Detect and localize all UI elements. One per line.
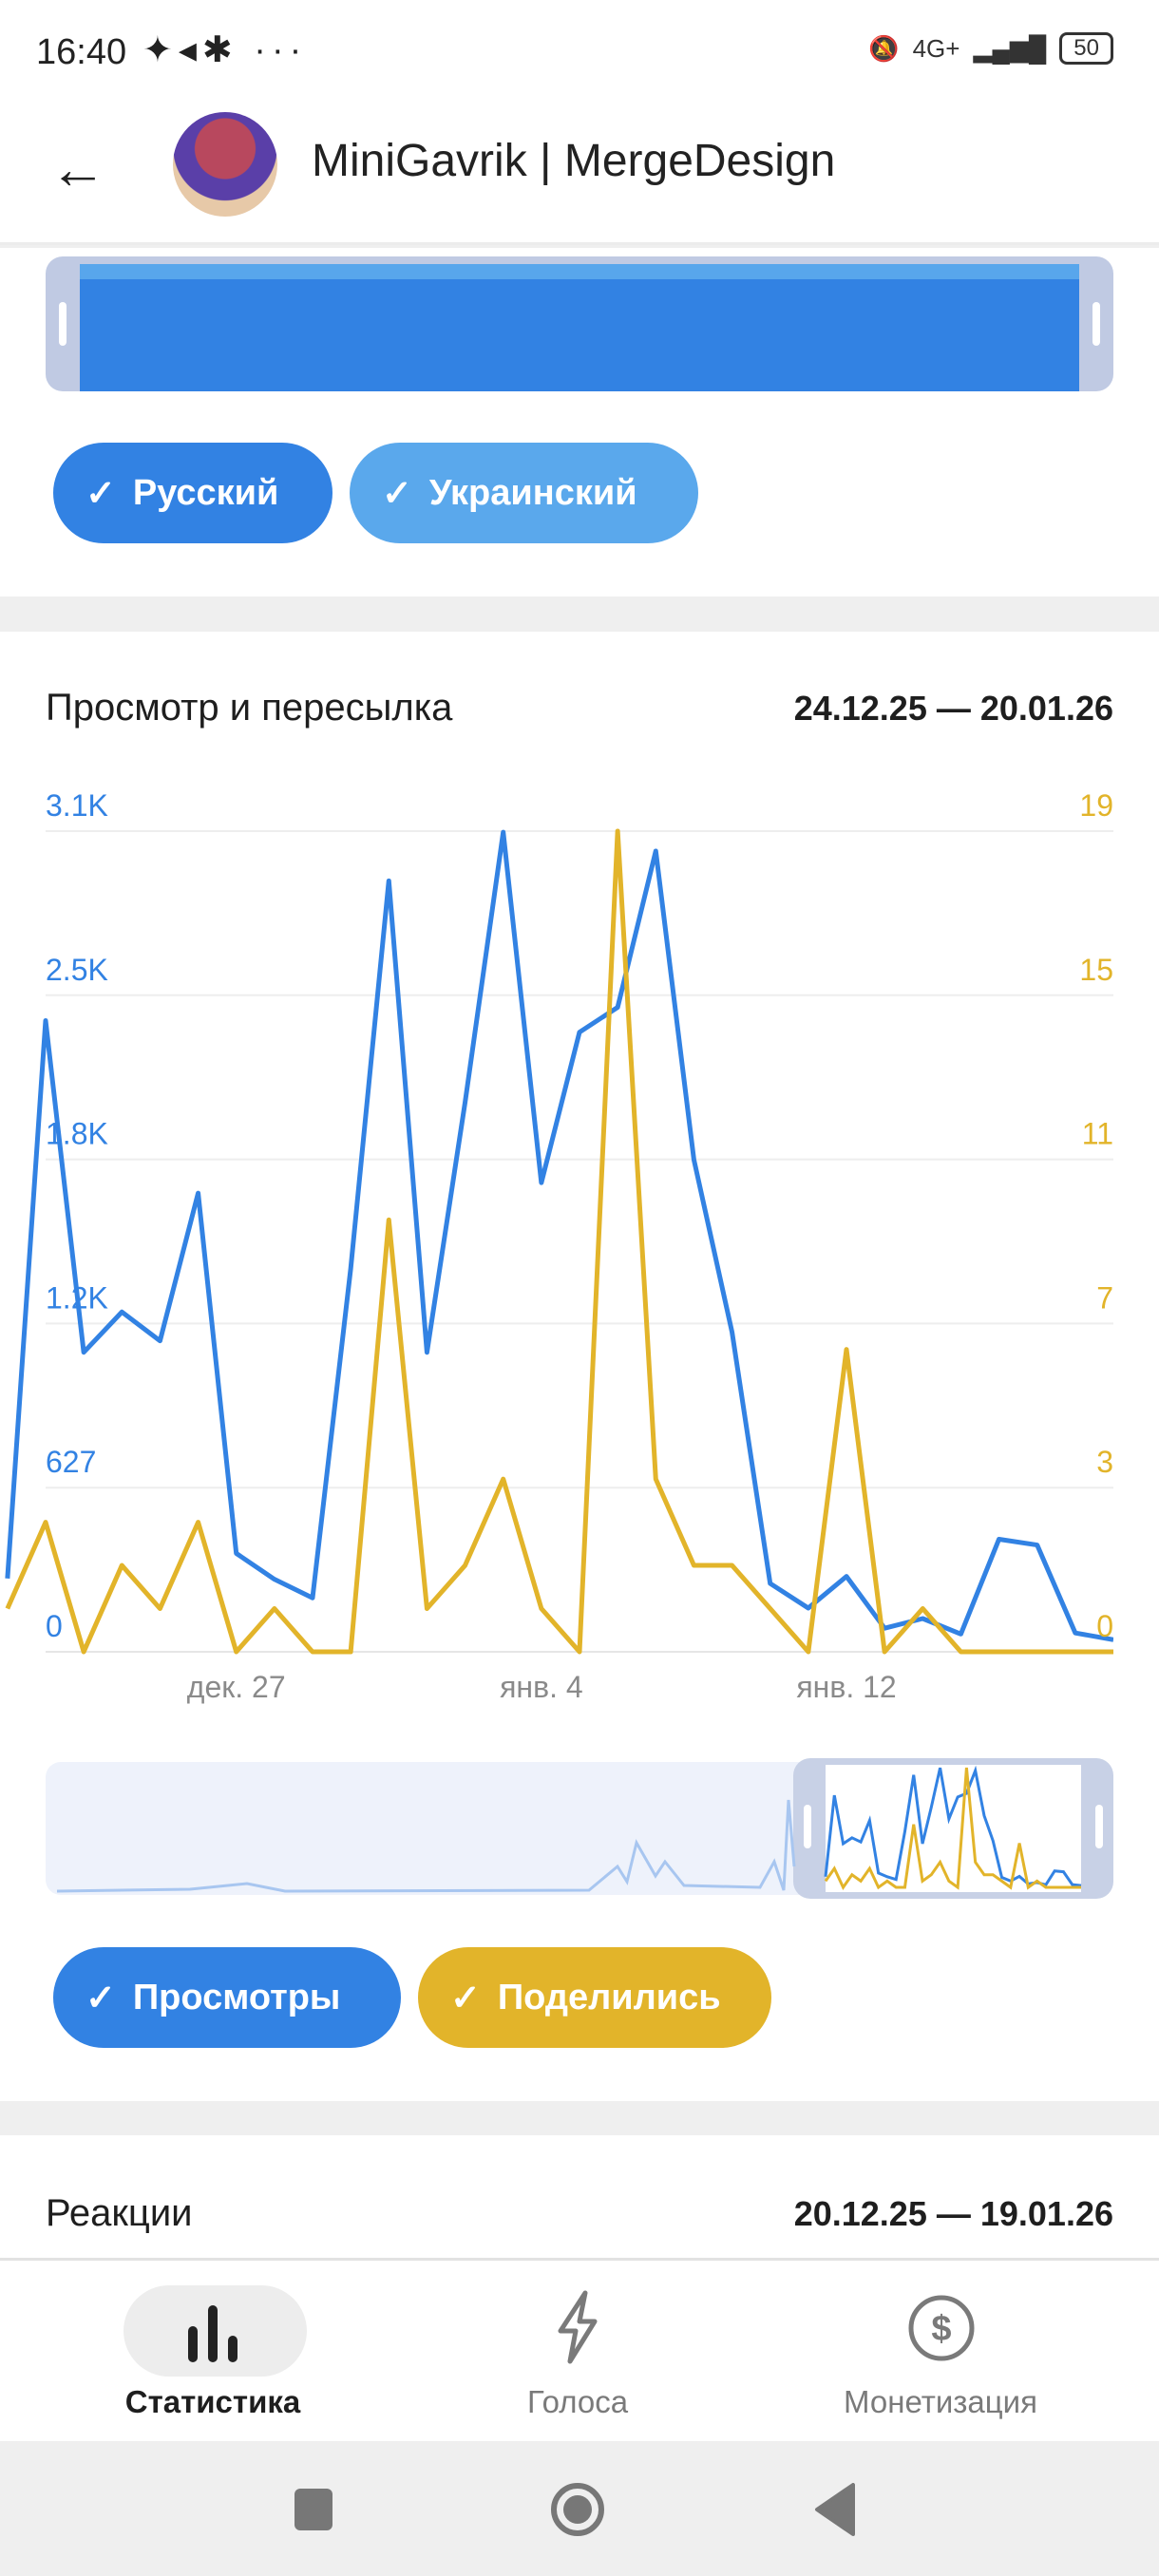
views-shares-card: Просмотр и пересылка 24.12.25 — 20.01.26… [0,632,1159,2101]
check-icon: ✓ [382,473,412,514]
y-right-tick: 19 [1079,788,1113,823]
y-left-tick: 0 [46,1609,63,1643]
series-line-shares [5,828,1113,1655]
chip-views[interactable]: ✓ Просмотры [53,1947,401,2048]
y-right-tick: 15 [1079,953,1113,987]
chip-label: Просмотры [132,1977,341,2017]
date-range[interactable]: 24.12.25 — 20.01.26 [793,689,1113,728]
dollar-circle-icon: $ [908,2295,975,2361]
views-chart: 0 0 627 3 1.2K 7 1.8K 11 2.5K 15 3.1K 19 дек. 27 янв.… [5,788,1113,1899]
network-label: 4G+ [912,33,960,63]
back-button[interactable] [813,2483,859,2536]
y-left-tick: 3.1K [46,788,108,823]
section-title: Просмотр и пересылка [46,687,453,729]
home-button[interactable] [551,2483,604,2536]
navigator-left-handle[interactable] [804,1805,811,1848]
app-header: ← MiniGavrik | MergeDesign [0,104,1159,245]
x-tick-label: янв. 4 [500,1670,583,1704]
chip-label: Украинский [428,472,637,513]
series-line-views [5,829,1113,1642]
chip-label: Русский [132,472,279,513]
bar-chart-icon [188,2305,238,2362]
y-right-tick: 7 [1096,1280,1113,1315]
mute-icon: 🔕 [868,33,900,63]
date-range[interactable]: 20.12.25 — 19.01.26 [793,2194,1113,2233]
check-icon: ✓ [450,1978,481,2018]
bottom-nav: Статистика Голоса $ Монетизация [0,2258,1159,2441]
nav-statistics[interactable]: Статистика [23,2261,403,2441]
nav-label: Голоса [526,2384,629,2419]
chip-shares[interactable]: ✓ Поделились [418,1947,771,2048]
range-navigator[interactable] [46,256,1113,391]
navigator-left-handle[interactable] [59,302,66,346]
x-tick-label: дек. 27 [187,1670,286,1704]
recents-button[interactable] [294,2489,332,2530]
nav-monetization[interactable]: $ Монетизация [750,2261,1130,2441]
y-right-tick: 0 [1096,1609,1113,1643]
system-nav-bar [0,2441,1159,2576]
mini-series-line [824,1767,1081,1890]
battery-icon: 50 [1059,32,1113,65]
y-left-tick: 1.2K [46,1280,108,1315]
languages-card: ✓ Русский ✓ Украинский [0,248,1159,597]
mini-history-line [56,1799,796,1893]
y-right-tick: 11 [1082,1117,1113,1151]
notification-icons: ✦◂✱ ··· [142,30,308,70]
y-left-tick: 2.5K [46,953,108,987]
x-tick-label: янв. 12 [796,1670,896,1704]
chip-russian[interactable]: ✓ Русский [53,443,332,543]
y-left-tick: 1.8K [46,1117,108,1151]
channel-avatar[interactable] [173,112,277,217]
y-left-tick: 627 [46,1445,96,1479]
chip-label: Поделились [497,1977,721,2017]
status-right: 🔕 4G+ ▂▄▆█ 50 [868,32,1113,65]
back-arrow-icon[interactable]: ← [49,137,106,200]
reactions-card: Реакции 20.12.25 — 19.01.26 [0,2135,1159,2258]
chip-ukrainian[interactable]: ✓ Украинский [350,443,698,543]
navigator-right-handle[interactable] [1095,1805,1103,1848]
lightning-icon [558,2290,598,2364]
navigator-fill [80,264,1079,391]
status-time: 16:40 [36,32,127,72]
status-bar: 16:40 ✦◂✱ ··· 🔕 4G+ ▂▄▆█ 50 [0,0,1159,104]
navigator-right-handle[interactable] [1092,302,1100,346]
nav-label: Статистика [124,2384,301,2419]
channel-title: MiniGavrik | MergeDesign [312,136,836,186]
nav-votes[interactable]: Голоса [388,2261,768,2441]
nav-label: Монетизация [844,2384,1037,2419]
y-right-tick: 3 [1096,1445,1113,1479]
navigator-window-inner [826,1765,1081,1892]
section-title: Реакции [46,2192,193,2234]
check-icon: ✓ [86,473,116,514]
svg-text:$: $ [931,2309,951,2349]
signal-icon: ▂▄▆█ [973,33,1047,63]
check-icon: ✓ [86,1978,116,2018]
